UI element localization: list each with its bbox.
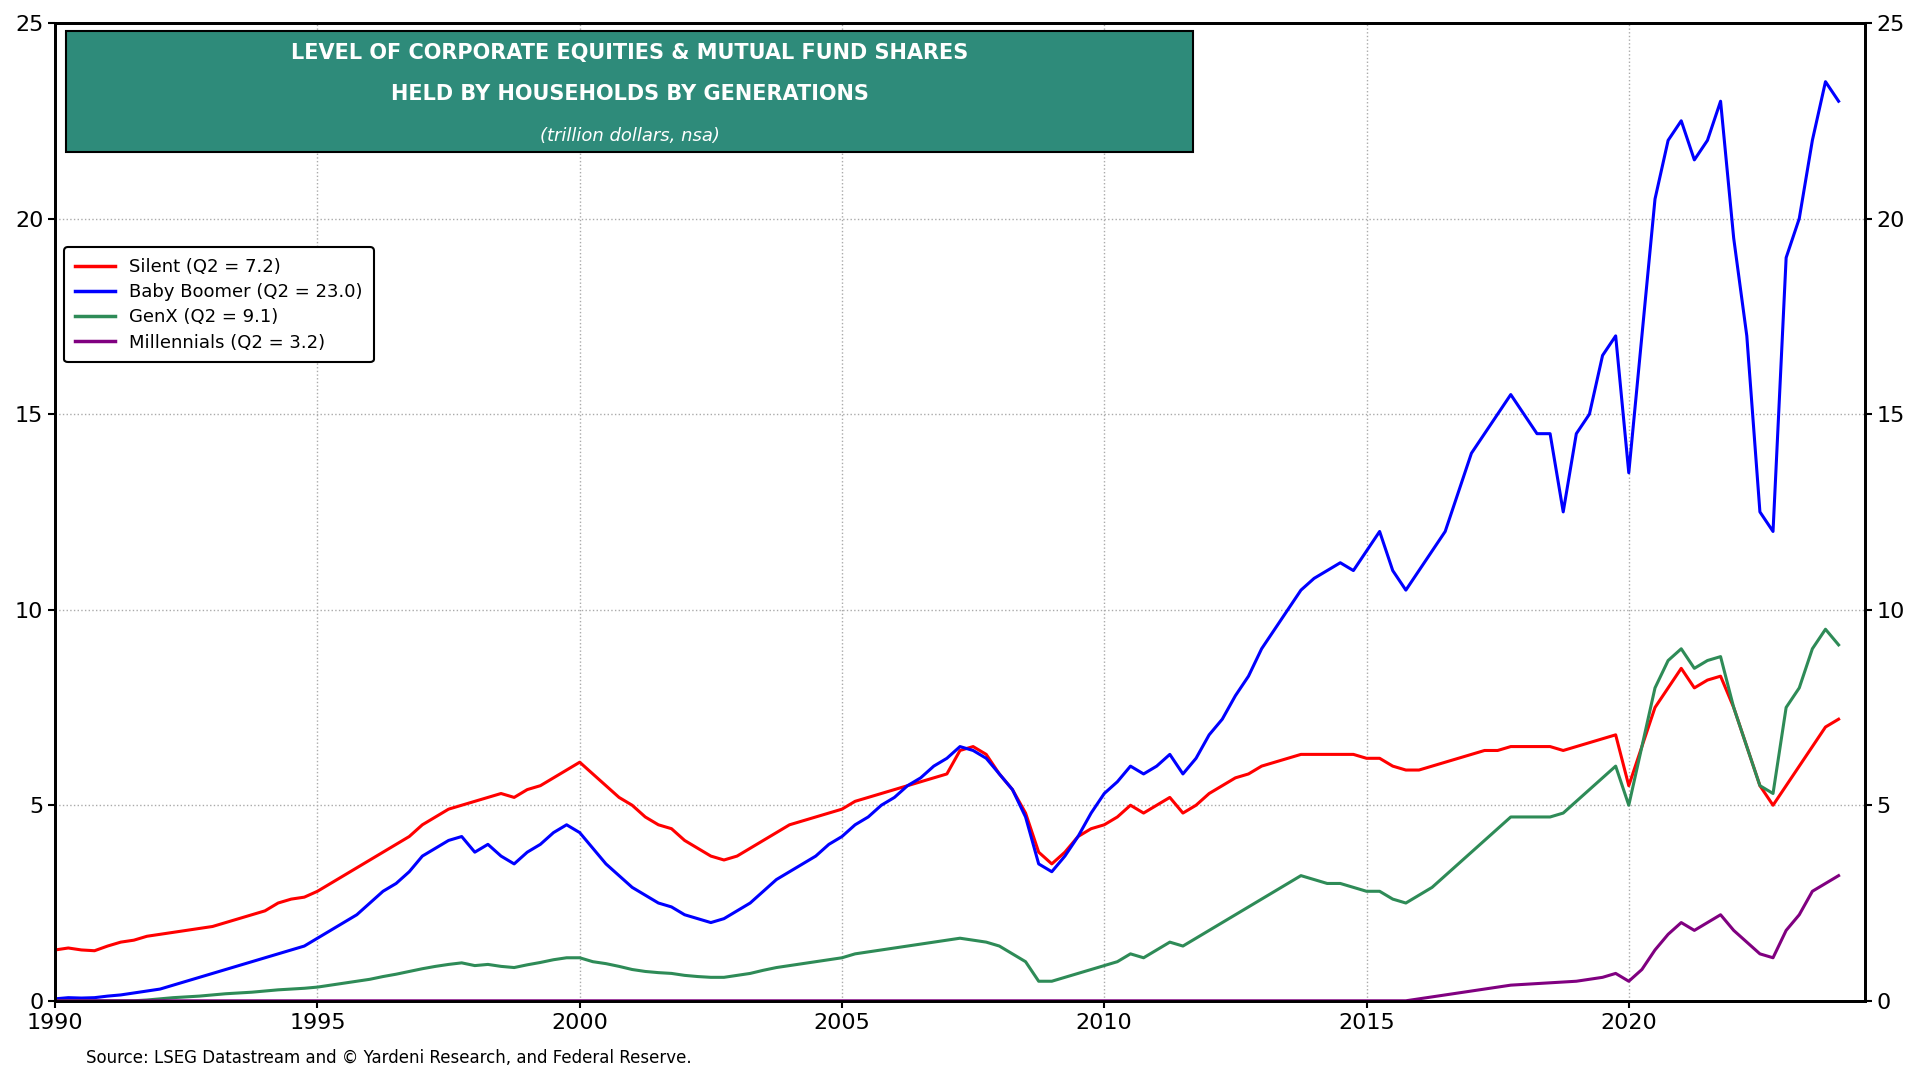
Text: LEVEL OF CORPORATE EQUITIES & MUTUAL FUND SHARES: LEVEL OF CORPORATE EQUITIES & MUTUAL FUN… (292, 42, 968, 63)
FancyBboxPatch shape (65, 31, 1194, 152)
Legend: Silent (Q2 = 7.2), Baby Boomer (Q2 = 23.0), GenX (Q2 = 9.1), Millennials (Q2 = 3: Silent (Q2 = 7.2), Baby Boomer (Q2 = 23.… (63, 247, 374, 363)
Text: Source: LSEG Datastream and © Yardeni Research, and Federal Reserve.: Source: LSEG Datastream and © Yardeni Re… (86, 1049, 691, 1067)
Text: HELD BY HOUSEHOLDS BY GENERATIONS: HELD BY HOUSEHOLDS BY GENERATIONS (390, 83, 868, 104)
Text: (trillion dollars, nsa): (trillion dollars, nsa) (540, 126, 720, 145)
